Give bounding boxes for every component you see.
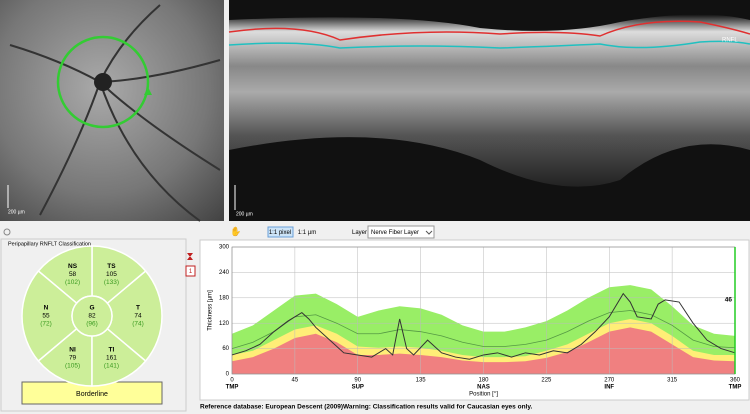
global-sector [71, 295, 113, 337]
sector-normal: (74) [132, 321, 144, 328]
sector-value: 82 [88, 313, 96, 320]
x-tick-label: 135 [416, 378, 427, 384]
y-tick-label: 0 [226, 372, 230, 378]
y-axis-label: Thickness [µm] [208, 290, 214, 331]
oct-tissue [229, 14, 750, 187]
sector-normal: (141) [104, 362, 119, 369]
region-label: INF [604, 385, 614, 391]
x-tick-label: 315 [667, 378, 678, 384]
measured-thickness [231, 292, 736, 360]
sector-label: NI [69, 346, 76, 353]
scale-label: 200 µm [236, 211, 253, 217]
region-label: SUP [352, 385, 364, 391]
hand-icon[interactable]: ✋ [230, 225, 241, 236]
layer-label: Layer: [352, 230, 369, 236]
sector-value: 79 [69, 354, 77, 361]
dropdown-arrow [425, 230, 433, 235]
sector-label: N [44, 305, 49, 312]
scan-circle [56, 35, 150, 129]
sector-label: T [136, 305, 140, 312]
x-tick-label: 90 [354, 378, 361, 384]
ilm-line [228, 20, 750, 41]
sector-normal: (96) [86, 321, 98, 328]
x-tick-label: 0 [230, 378, 234, 384]
page-number: 1 [189, 269, 193, 275]
zoom-pixel-button[interactable] [267, 226, 294, 238]
scale-label: 200 µm [8, 209, 25, 215]
sector-label: TI [109, 346, 115, 353]
cursor-value: 46 [725, 297, 733, 304]
sector-label: TS [107, 263, 116, 270]
sector-normal: (133) [104, 279, 119, 286]
scan-arrow [144, 87, 152, 95]
icon[interactable] [3, 228, 11, 236]
region-label: TMP [226, 385, 239, 391]
x-tick-label: 45 [292, 378, 299, 384]
region-label: NAS [477, 385, 490, 391]
region-label: TMP [729, 385, 742, 391]
sector-normal: (105) [65, 362, 80, 369]
rnfl-line [228, 40, 750, 49]
layer-label: RNFL [722, 38, 738, 44]
sector-label: NS [68, 263, 78, 270]
x-axis-label: Position [°] [469, 392, 498, 398]
sector-normal: (102) [65, 279, 80, 286]
sector-normal: (72) [40, 321, 52, 328]
optic-disc [94, 73, 112, 91]
x-tick-label: 270 [604, 378, 615, 384]
button-label[interactable]: 1:1 µm [298, 230, 316, 236]
result-text: Borderline [76, 391, 108, 398]
footer-warning: Warning: Classification results valid fo… [343, 404, 532, 411]
dropdown-value: Nerve Fiber Layer [371, 230, 419, 236]
sector-value: 161 [106, 354, 117, 361]
x-tick-label: 180 [478, 378, 489, 384]
y-tick-label: 60 [222, 346, 229, 352]
panel-title: Peripapillary RNFLT Classification [8, 241, 91, 247]
sector-value: 74 [134, 313, 142, 320]
y-tick-label: 240 [219, 270, 230, 276]
x-tick-label: 225 [541, 378, 552, 384]
y-tick-label: 300 [219, 245, 230, 251]
x-tick-label: 360 [730, 378, 741, 384]
sector-value: 55 [42, 313, 50, 320]
y-tick-label: 120 [219, 321, 230, 327]
page-box[interactable] [185, 265, 196, 277]
sector-value: 105 [106, 271, 117, 278]
y-tick-label: 180 [219, 295, 230, 301]
normative-mean [231, 310, 736, 349]
footer-reference: Reference database: European Descent (20… [200, 404, 343, 411]
sector-label: G [89, 305, 94, 312]
sector-value: 58 [69, 271, 77, 278]
scroll-arrows[interactable] [187, 253, 193, 260]
layer-dropdown[interactable] [367, 225, 435, 239]
button-label: 1:1 pixel [269, 230, 291, 236]
